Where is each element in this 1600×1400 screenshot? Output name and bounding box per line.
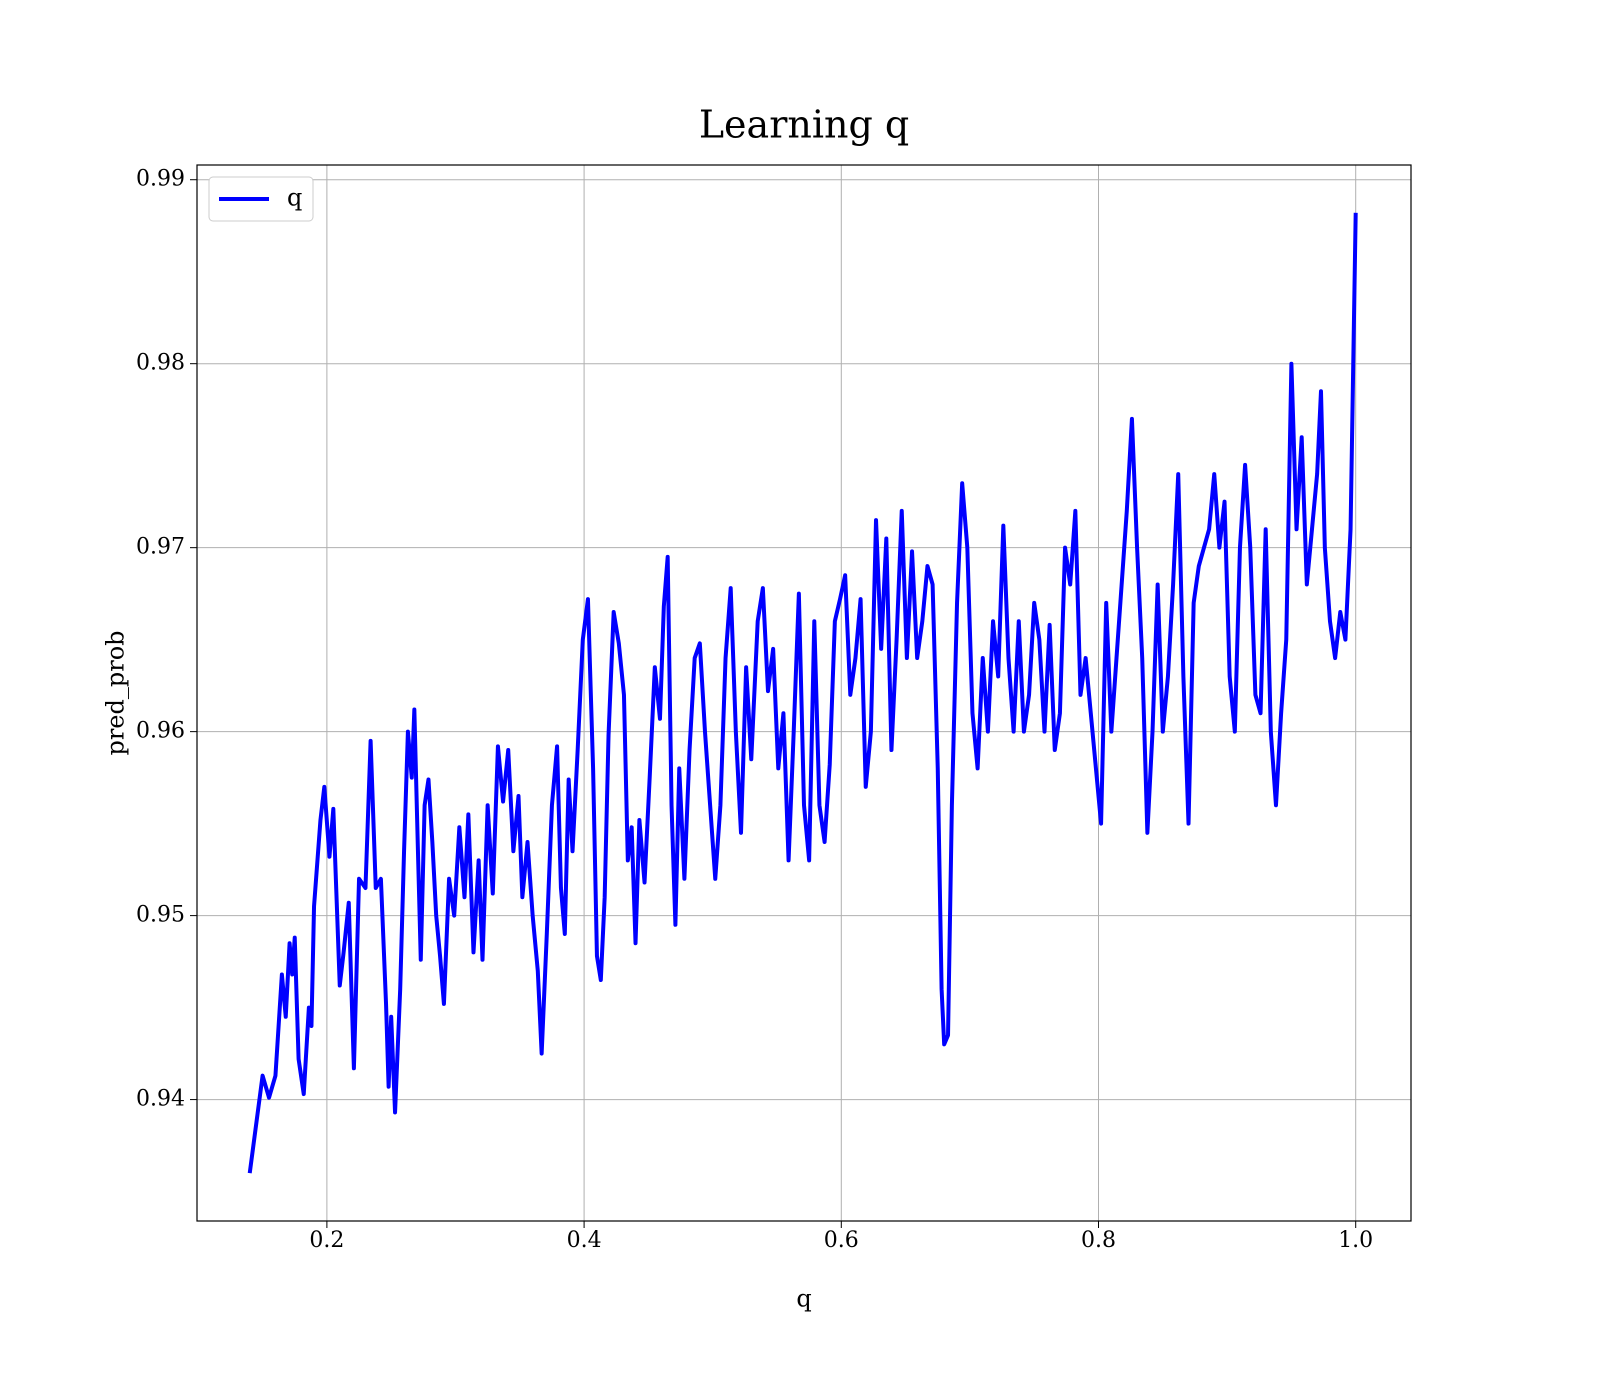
x-tick-label: 0.8 — [1081, 1228, 1116, 1253]
x-axis-label: q — [796, 1285, 811, 1313]
y-axis-label: pred_prob — [102, 630, 130, 755]
x-tick-label: 1.0 — [1338, 1228, 1373, 1253]
y-tick-label: 0.95 — [136, 903, 185, 928]
y-tick-label: 0.96 — [136, 719, 185, 744]
x-tick-label: 0.4 — [567, 1228, 602, 1253]
x-tick-label: 0.2 — [309, 1228, 344, 1253]
plot-frame — [196, 164, 1412, 1222]
legend-label: q — [287, 184, 302, 212]
line-series — [247, 212, 1358, 1174]
y-tick-label: 0.98 — [136, 351, 185, 376]
y-tick-label: 0.94 — [136, 1087, 185, 1112]
x-tick-label: 0.6 — [824, 1228, 859, 1253]
y-tick-label: 0.97 — [136, 535, 185, 560]
y-tick-label: 0.99 — [136, 167, 185, 192]
chart-title: Learning q — [699, 103, 909, 147]
